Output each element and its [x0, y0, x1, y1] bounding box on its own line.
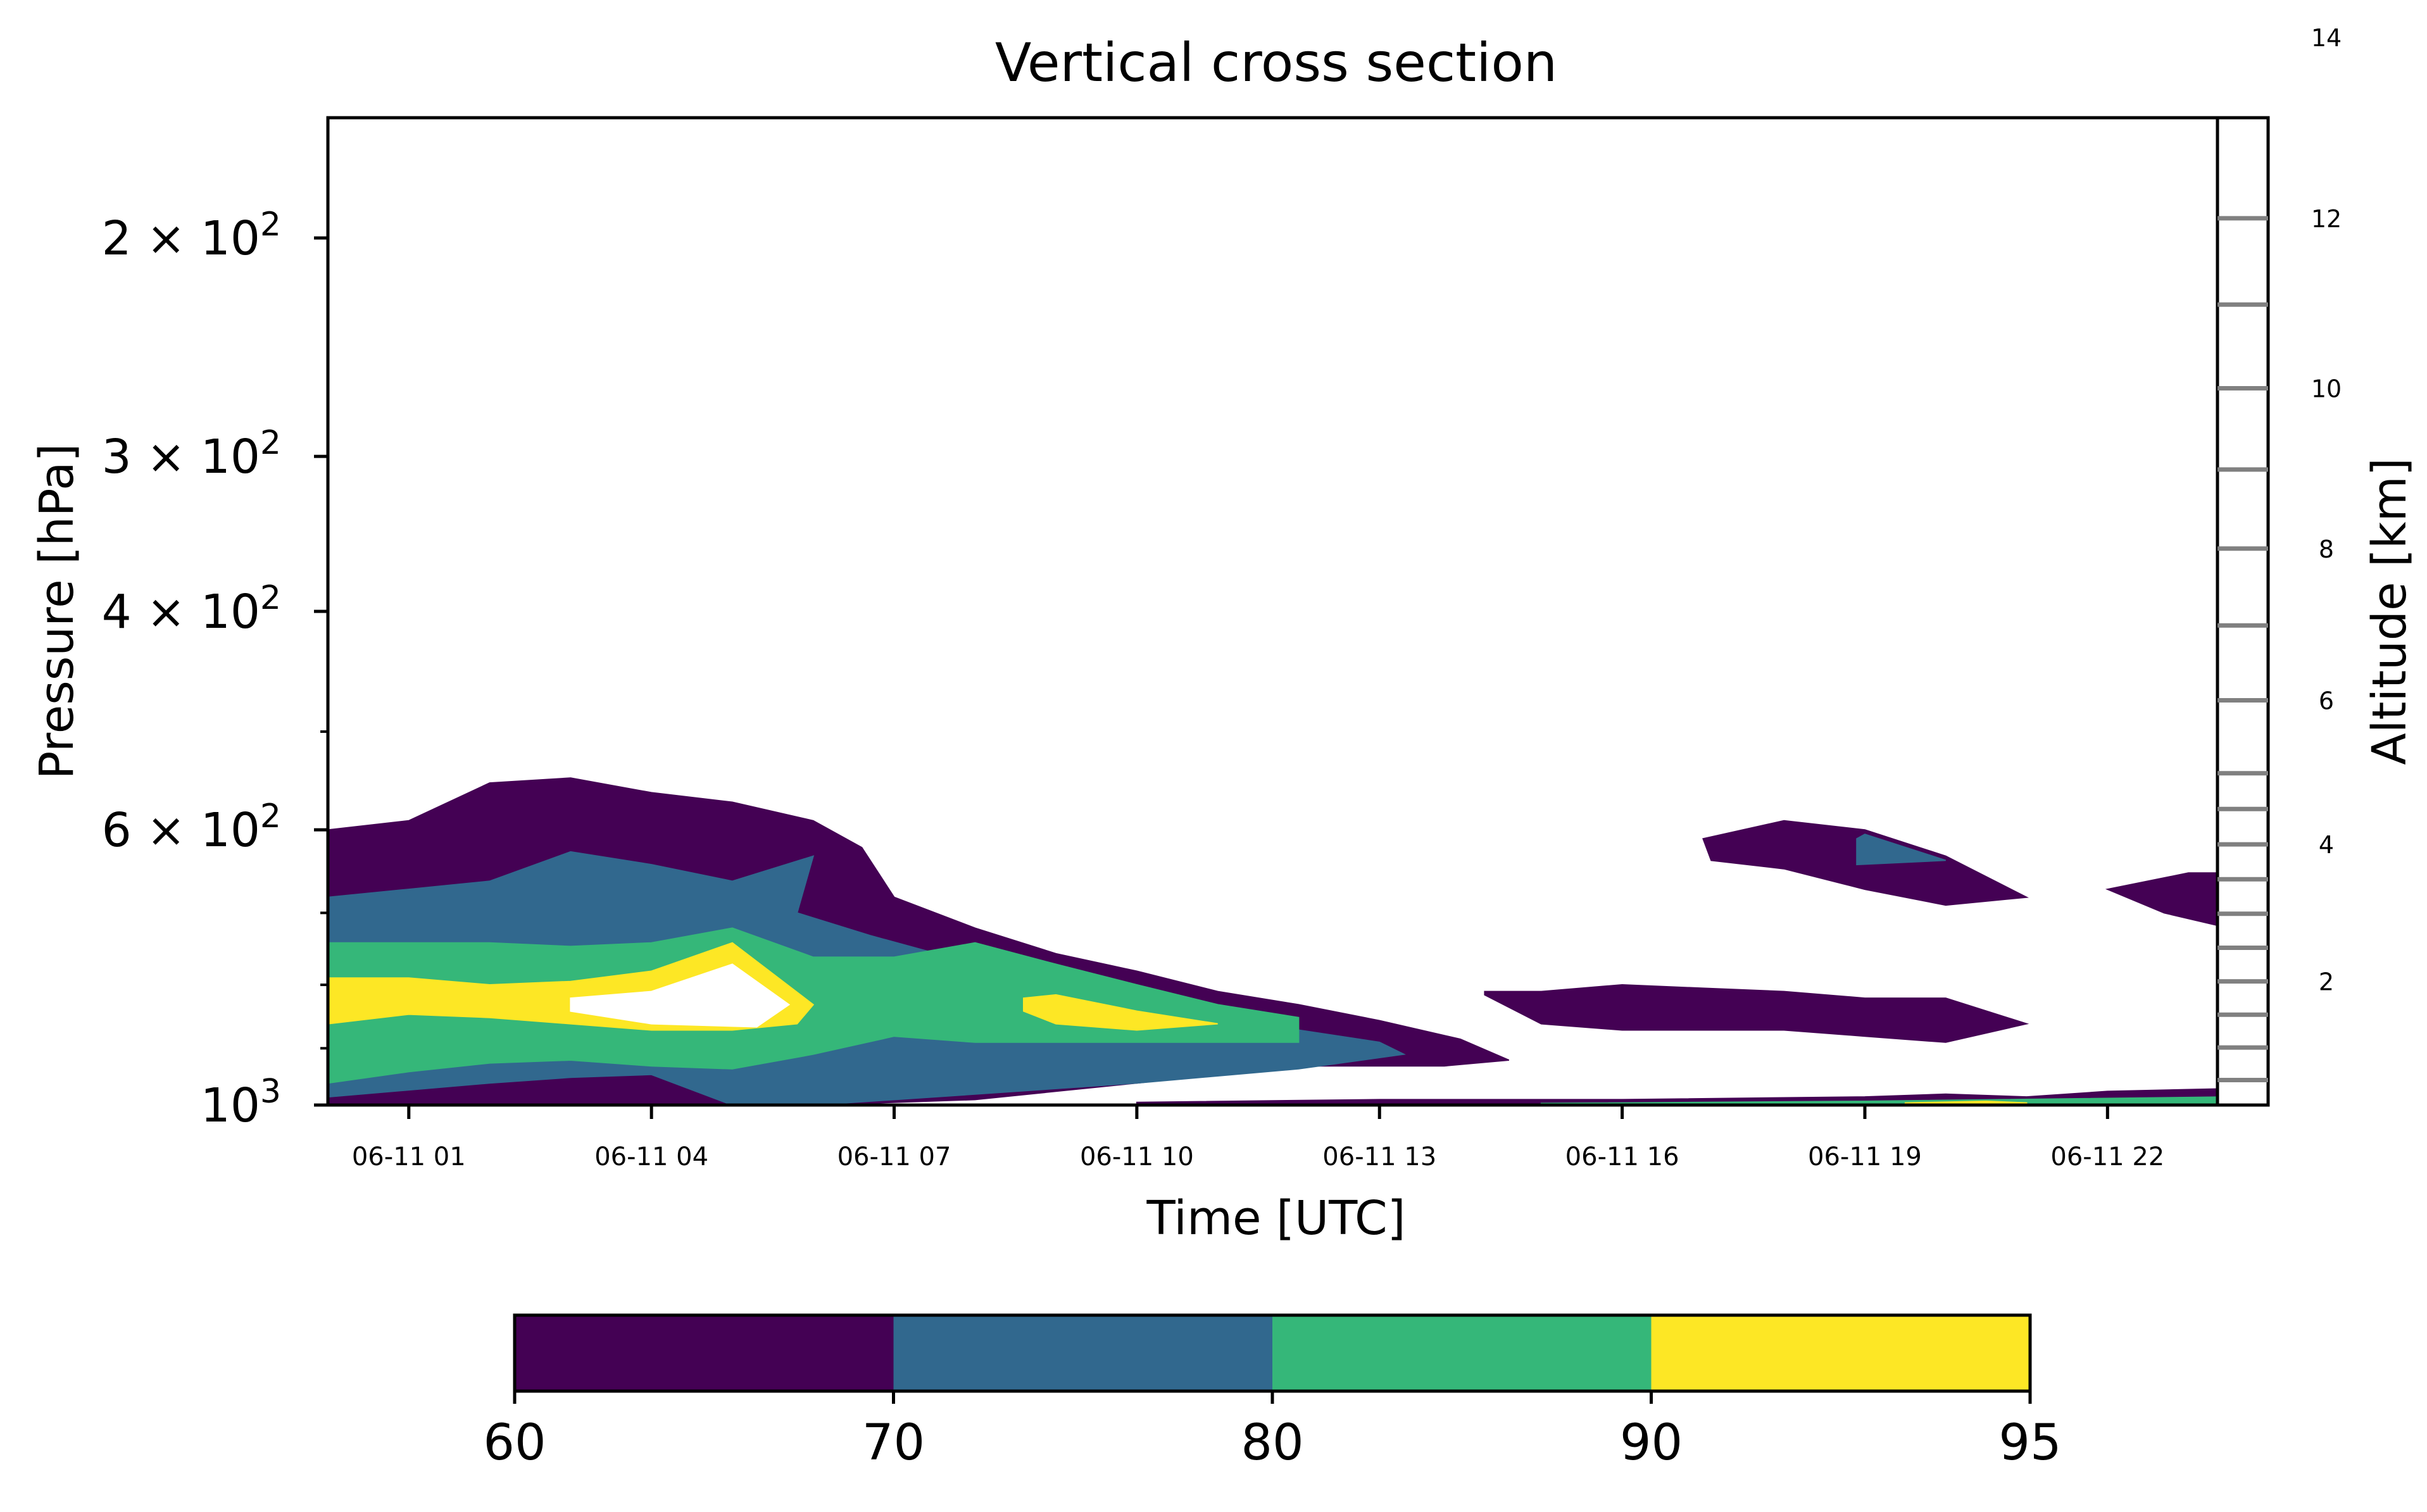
contour-region-90-4 [1023, 994, 1218, 1031]
colorbar-tick-label: 70 [862, 1415, 925, 1471]
y-axis-label: Pressure [hPa] [30, 444, 84, 780]
colorbar-segment-70 [893, 1315, 1273, 1391]
colorbar-segment-60 [515, 1315, 894, 1391]
altitude-axis: 2 4 6 8 10 12 14 [2216, 24, 2342, 1107]
altitude-tick-label: 4 [2319, 831, 2334, 859]
x-tick-label: 06-11 16 [1565, 1142, 1679, 1171]
altitude-tick-label: 14 [2311, 24, 2342, 52]
y-tick-exponent: 2 [260, 424, 281, 462]
y-tick-label: 2 × 102 [102, 206, 281, 266]
contour-region-70-8 [1856, 834, 1947, 866]
colorbar-tick-label: 95 [1998, 1415, 2061, 1471]
altitude-tick-label: 10 [2311, 375, 2342, 403]
altitude-tick-label: 8 [2319, 535, 2334, 563]
y-axis: 2 × 102 3 × 102 4 × 102 6 × 102 103 [102, 206, 328, 1133]
y-tick-exponent: 2 [260, 206, 281, 244]
x-tick-label: 06-11 01 [352, 1142, 466, 1171]
x-tick-label: 06-11 04 [594, 1142, 708, 1171]
chart-title: Vertical cross section [995, 32, 1557, 94]
altitude-tick-label: 12 [2311, 205, 2342, 233]
y-tick-exponent: 2 [260, 579, 281, 617]
altitude-tick-label: 2 [2319, 968, 2334, 996]
colorbar-tick-label: 80 [1241, 1415, 1303, 1471]
contour-fills [328, 777, 2229, 1105]
colorbar-segment-90 [1651, 1315, 2031, 1391]
y-tick-label: 103 [201, 1073, 281, 1133]
contour-region-60-6 [1484, 984, 2029, 1043]
y-tick-exponent: 2 [260, 797, 281, 835]
colorbar: 60 70 80 90 95 [483, 1313, 2062, 1471]
altitude-axis-label: Altitude [km] [2362, 458, 2417, 765]
colorbar-tick-label: 60 [483, 1415, 546, 1471]
y-tick-label: 4 × 102 [102, 579, 281, 639]
x-tick-label: 06-11 13 [1322, 1142, 1436, 1171]
x-tick-label: 06-11 10 [1080, 1142, 1194, 1171]
x-tick-label: 06-11 19 [1808, 1142, 1922, 1171]
altitude-tick-label: 6 [2319, 687, 2334, 715]
x-axis-label: Time [UTC] [1146, 1191, 1405, 1246]
altitude-strip [2216, 116, 2270, 1107]
y-tick-exponent: 3 [260, 1073, 281, 1111]
colorbar-segment-80 [1272, 1315, 1652, 1391]
x-tick-label: 06-11 07 [837, 1142, 951, 1171]
x-axis: 06-11 01 06-11 04 06-11 07 06-11 10 06-11 13… [352, 1105, 2164, 1171]
y-tick-label: 6 × 102 [102, 797, 281, 858]
x-tick-label: 06-11 22 [2050, 1142, 2164, 1171]
y-tick-label: 3 × 102 [102, 424, 281, 484]
contour-region-60-9 [2105, 872, 2229, 929]
colorbar-tick-label: 90 [1620, 1415, 1683, 1471]
contour-region-95-5 [570, 963, 791, 1028]
